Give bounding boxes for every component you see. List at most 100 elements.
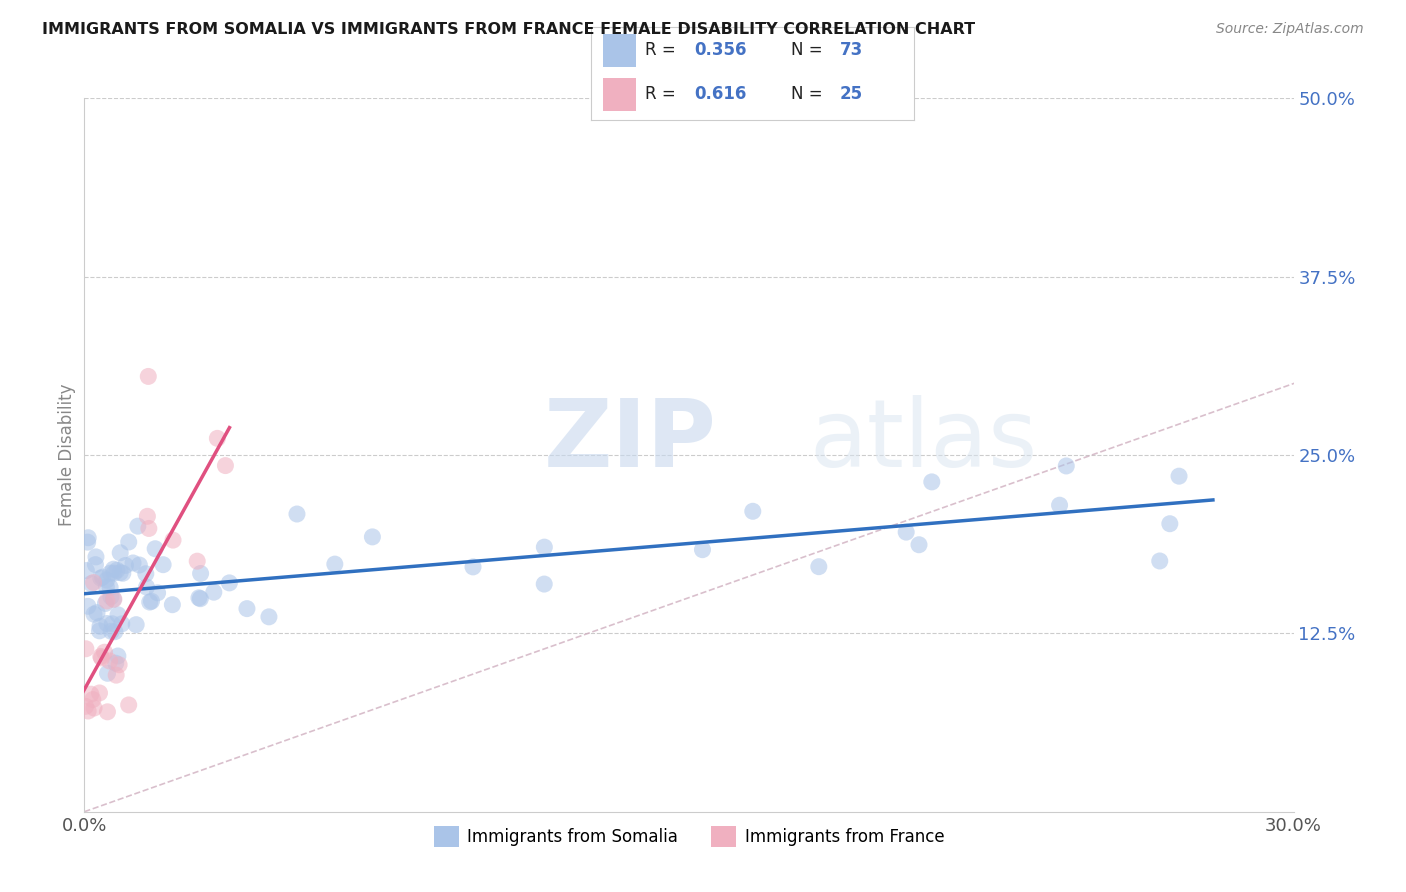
Point: [104, 624, 127, 639]
Point: [236, 601, 259, 615]
Point: [361, 530, 384, 544]
Point: [118, 698, 141, 712]
Point: [323, 557, 346, 571]
Point: [80, 687, 103, 701]
Point: [1149, 554, 1171, 568]
Point: [692, 542, 714, 557]
Point: [75, 641, 97, 656]
Point: [127, 519, 149, 533]
Point: [1049, 498, 1071, 512]
Point: [103, 592, 125, 607]
Point: [84, 558, 107, 572]
Point: [103, 566, 125, 580]
Point: [118, 535, 141, 549]
Point: [86, 606, 108, 620]
Point: [921, 475, 943, 489]
Point: [214, 458, 236, 473]
Point: [90, 571, 112, 585]
Text: N =: N =: [792, 86, 828, 103]
Point: [111, 616, 134, 631]
Point: [96, 573, 118, 587]
Point: [202, 585, 225, 599]
Point: [533, 540, 555, 554]
Text: 0.356: 0.356: [695, 41, 747, 59]
Point: [89, 619, 111, 633]
Point: [89, 624, 111, 638]
Point: [146, 586, 169, 600]
Point: [100, 590, 122, 604]
Text: Source: ZipAtlas.com: Source: ZipAtlas.com: [1216, 22, 1364, 37]
Point: [136, 369, 159, 384]
Text: IMMIGRANTS FROM SOMALIA VS IMMIGRANTS FROM FRANCE FEMALE DISABILITY CORRELATION : IMMIGRANTS FROM SOMALIA VS IMMIGRANTS FR…: [42, 22, 976, 37]
Point: [76, 535, 98, 549]
Point: [96, 666, 118, 681]
Point: [190, 591, 212, 606]
Point: [108, 657, 131, 672]
Point: [75, 564, 97, 578]
Point: [75, 699, 97, 714]
Text: atlas: atlas: [810, 394, 1038, 487]
Point: [128, 558, 150, 572]
Point: [1159, 516, 1181, 531]
Point: [135, 566, 157, 581]
Point: [285, 507, 308, 521]
Point: [187, 591, 209, 605]
Point: [77, 704, 100, 718]
Point: [107, 648, 129, 663]
Point: [96, 580, 118, 594]
Point: [141, 594, 163, 608]
Point: [138, 521, 160, 535]
Point: [90, 651, 112, 665]
Point: [533, 577, 555, 591]
Point: [103, 592, 125, 607]
Point: [80, 576, 103, 591]
Point: [91, 570, 114, 584]
FancyBboxPatch shape: [603, 34, 636, 67]
Text: R =: R =: [645, 86, 682, 103]
Point: [103, 562, 125, 576]
Point: [108, 566, 131, 580]
Point: [105, 563, 128, 577]
Point: [143, 541, 166, 556]
Point: [83, 607, 105, 622]
Point: [105, 668, 128, 682]
FancyBboxPatch shape: [603, 78, 636, 111]
Point: [136, 509, 159, 524]
Point: [162, 533, 184, 548]
Y-axis label: Female Disability: Female Disability: [58, 384, 76, 526]
Legend: Immigrants from Somalia, Immigrants from France: Immigrants from Somalia, Immigrants from…: [427, 820, 950, 854]
Point: [77, 599, 100, 614]
Point: [138, 595, 160, 609]
Point: [807, 559, 830, 574]
Point: [908, 538, 931, 552]
Point: [114, 558, 136, 573]
Point: [94, 597, 117, 611]
Point: [125, 617, 148, 632]
Point: [207, 431, 229, 445]
Point: [1054, 458, 1077, 473]
Text: R =: R =: [645, 41, 682, 59]
Point: [89, 686, 111, 700]
Point: [741, 504, 763, 518]
Point: [100, 624, 122, 639]
Point: [122, 556, 145, 570]
Text: ZIP: ZIP: [544, 394, 717, 487]
Text: 25: 25: [839, 86, 863, 103]
Point: [101, 616, 124, 631]
Point: [190, 566, 212, 581]
Point: [461, 560, 484, 574]
Point: [96, 616, 118, 631]
Point: [107, 607, 129, 622]
Point: [108, 546, 131, 560]
Point: [93, 645, 115, 659]
Point: [84, 549, 107, 564]
Point: [98, 566, 121, 581]
Text: 73: 73: [839, 41, 863, 59]
Text: N =: N =: [792, 41, 828, 59]
Point: [77, 531, 100, 545]
Point: [152, 558, 174, 572]
Point: [96, 705, 118, 719]
Point: [896, 525, 918, 540]
Point: [186, 554, 208, 568]
Point: [96, 594, 118, 608]
